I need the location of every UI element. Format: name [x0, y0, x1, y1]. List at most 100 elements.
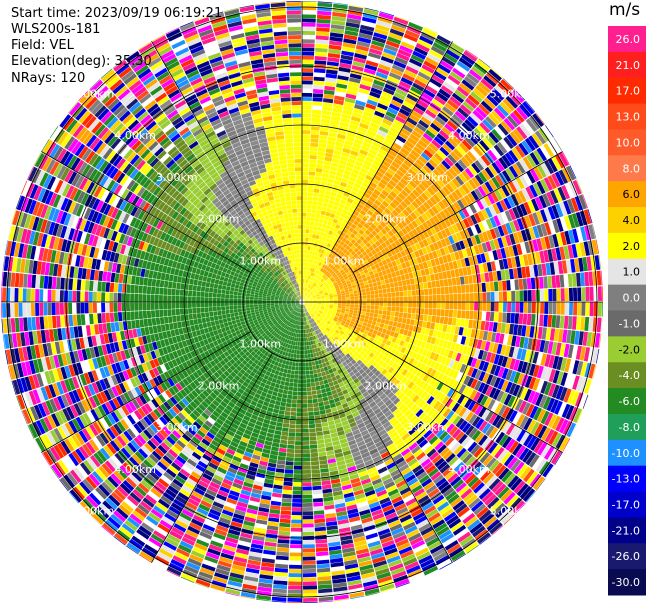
range-gate — [314, 251, 318, 256]
range-gate — [302, 117, 311, 122]
range-gate — [373, 32, 388, 40]
range-gate — [318, 193, 325, 198]
range-gate — [359, 122, 369, 130]
range-gate — [317, 2, 333, 8]
range-gate — [331, 16, 346, 22]
range-gate — [351, 186, 359, 193]
range-gate — [336, 193, 343, 199]
range-gate — [378, 126, 389, 134]
range-gate — [331, 222, 337, 228]
range-gate — [330, 162, 339, 168]
range-gate — [339, 58, 353, 65]
range-gate — [332, 154, 341, 160]
range-gate — [302, 220, 306, 225]
range-gate — [314, 238, 319, 244]
range-gate — [424, 27, 438, 34]
range-gate — [337, 133, 346, 140]
range-gate — [307, 279, 310, 284]
range-gate — [325, 77, 337, 83]
range-gate — [387, 107, 399, 115]
range-gate — [340, 54, 354, 61]
range-gate — [345, 201, 352, 208]
range-gate — [329, 170, 337, 176]
range-gate — [327, 140, 336, 146]
range-gate — [324, 194, 331, 200]
range-gate — [302, 154, 310, 159]
range-gate — [302, 237, 306, 242]
range-gate — [348, 123, 359, 131]
range-gate — [302, 92, 313, 97]
range-gate — [354, 138, 363, 145]
range-gate — [317, 10, 332, 16]
range-gate — [322, 223, 327, 229]
range-gate — [350, 172, 358, 179]
range-gate — [325, 237, 330, 243]
range-gate — [378, 12, 394, 20]
range-gate — [302, 200, 307, 205]
range-gate — [308, 167, 316, 172]
range-gate — [382, 52, 396, 60]
range-gate — [302, 2, 317, 7]
range-gate — [351, 146, 361, 153]
range-gate — [379, 11, 394, 17]
range-gate — [304, 287, 307, 292]
range-gate — [376, 67, 390, 76]
range-gate — [305, 237, 309, 242]
range-gate — [385, 111, 397, 119]
range-gate — [330, 191, 337, 197]
range-gate — [335, 87, 347, 93]
range-gate — [375, 133, 386, 141]
range-gate — [308, 258, 311, 263]
range-gate — [398, 80, 412, 90]
range-gate — [309, 229, 314, 234]
range-gate — [347, 158, 356, 165]
range-gate — [317, 155, 325, 161]
range-gate — [323, 198, 329, 204]
range-gate — [305, 283, 307, 288]
range-gate — [307, 266, 310, 271]
range-gate — [340, 155, 349, 162]
range-gate — [339, 62, 352, 69]
range-gate — [356, 130, 366, 138]
range-gate — [367, 170, 376, 178]
range-gate — [338, 71, 350, 77]
range-gate — [357, 175, 365, 182]
range-gate — [352, 61, 365, 68]
range-gate — [323, 89, 335, 95]
range-gate — [363, 160, 373, 167]
range-gate — [337, 129, 347, 136]
range-gate — [363, 178, 371, 185]
range-gate — [334, 145, 343, 152]
range-gate — [307, 284, 310, 288]
range-gate — [306, 204, 312, 209]
range-gate — [379, 59, 393, 68]
range-gate — [311, 263, 315, 268]
range-gate — [327, 178, 335, 184]
range-gate — [307, 246, 311, 251]
range-gate — [347, 180, 355, 186]
range-gate — [304, 291, 307, 296]
range-gate — [376, 20, 392, 28]
range-gate — [359, 28, 374, 36]
range-gate — [374, 110, 385, 118]
range-gate — [408, 21, 423, 31]
range-gate — [306, 254, 310, 259]
range-gate — [324, 85, 336, 91]
range-gate — [356, 156, 365, 164]
range-gate — [302, 18, 316, 23]
range-gate — [307, 192, 314, 197]
range-gate — [361, 20, 376, 28]
range-gate — [330, 24, 345, 30]
range-gate — [309, 263, 313, 268]
range-gate — [325, 73, 338, 79]
range-gate — [330, 115, 341, 122]
range-gate — [315, 234, 320, 240]
range-gate — [322, 259, 326, 264]
range-gate — [305, 266, 308, 271]
range-gate — [310, 217, 315, 222]
range-gate — [304, 291, 306, 296]
range-gate — [350, 116, 361, 123]
range-gate — [380, 95, 392, 103]
range-gate — [360, 118, 371, 126]
range-gate — [315, 256, 320, 261]
